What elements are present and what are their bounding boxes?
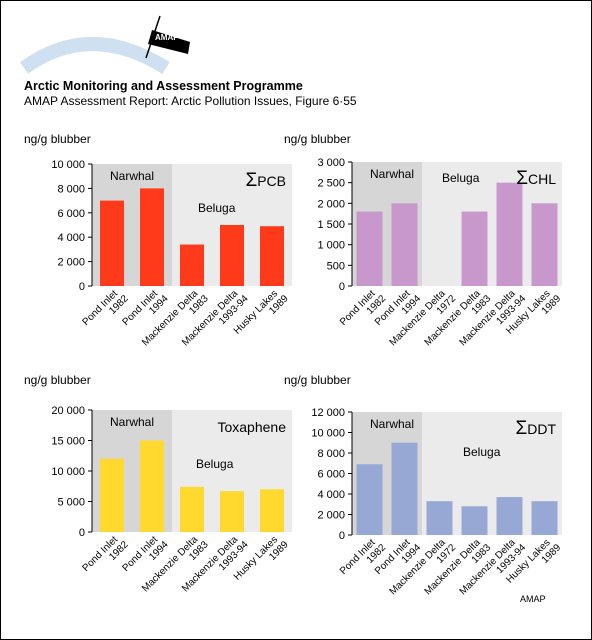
org-title: Arctic Monitoring and Assessment Program… — [24, 79, 303, 93]
amap-logo: AMAP — [20, 15, 190, 74]
report-title: AMAP Assessment Report: Arctic Pollution… — [24, 94, 357, 108]
footer-credit: AMAP — [520, 594, 546, 604]
svg-text:AMAP: AMAP — [155, 33, 179, 42]
